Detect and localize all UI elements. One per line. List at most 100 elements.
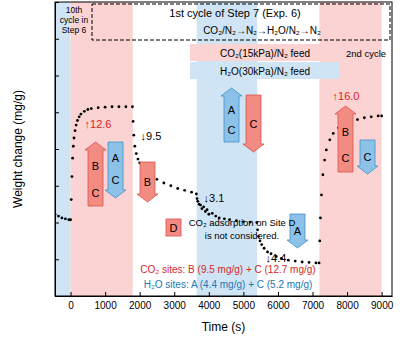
y-tick [55, 39, 59, 40]
header-sequence: CO₂/N₂→N₂→H₂O/N₂→N₂ [203, 25, 321, 36]
x-tick: 5000 [233, 292, 256, 311]
data-point [162, 182, 165, 185]
data-point [328, 138, 331, 141]
x-tick-label: 3000 [164, 300, 187, 311]
data-point [301, 261, 304, 264]
x-tick: 6000 [267, 292, 290, 311]
data-point [183, 189, 186, 192]
data-point [70, 198, 73, 201]
site-arrow [105, 142, 126, 198]
data-point [64, 217, 67, 220]
y-tick [55, 76, 59, 77]
y-tick [55, 149, 59, 150]
data-point [90, 107, 93, 110]
data-point [111, 105, 114, 108]
site-arrow [243, 95, 264, 152]
x-tick-label: 2000 [129, 300, 152, 311]
x-tick-mark [243, 292, 244, 296]
data-point [370, 115, 373, 118]
x-axis: 0100020003000400050006000700080009000 [56, 292, 394, 311]
data-point [260, 243, 263, 246]
x-tick-mark [71, 292, 72, 296]
data-point [320, 194, 323, 197]
data-point [263, 247, 266, 250]
y-tick [55, 296, 59, 297]
data-point [83, 110, 86, 113]
co2-sites-note: CO₂ sites: B (9.5 mg/g) + C (12.7 mg/g) [140, 264, 315, 275]
site-letter: C [228, 124, 236, 136]
site-letter: B [92, 160, 99, 172]
site-arrow [85, 142, 106, 206]
data-point [318, 262, 321, 265]
x-tick: 4000 [198, 292, 221, 311]
header-box [92, 4, 390, 40]
data-point [211, 212, 214, 215]
legend-label: H₂O(30kPa)/N₂ feed [220, 66, 310, 77]
data-point [133, 145, 136, 148]
x-tick-mark [174, 292, 175, 296]
data-point [294, 260, 297, 263]
feed-band [55, 2, 71, 296]
y-tick-mark [55, 39, 59, 40]
data-point [356, 118, 359, 121]
data-point [69, 218, 72, 221]
x-tick-mark [313, 292, 314, 296]
data-point [332, 132, 335, 135]
site-d-letter: D [170, 222, 178, 234]
y-tick [55, 223, 59, 224]
data-point [78, 115, 81, 118]
annotation: ↓3.1 [204, 192, 225, 204]
data-point [86, 108, 89, 111]
data-point [73, 137, 76, 140]
y-tick-mark [55, 296, 59, 297]
y-tick-mark [55, 149, 59, 150]
data-point [75, 124, 78, 127]
data-point [287, 259, 290, 262]
data-point [57, 215, 60, 218]
y-tick-mark [55, 112, 59, 113]
site-letter: C [112, 174, 120, 186]
x-axis-line [56, 296, 393, 297]
data-point [71, 157, 74, 160]
x-tick: 0 [68, 292, 74, 311]
data-point [156, 178, 159, 181]
site-d-note: CO₂ adsorption on Site D [189, 217, 296, 228]
x-tick: 3000 [164, 292, 187, 311]
data-point [190, 191, 193, 194]
x-axis-title: Time (s) [202, 320, 246, 334]
data-point [325, 149, 328, 152]
data-point [104, 106, 107, 109]
series [55, 105, 383, 264]
previous-cycle-label: Step 6 [62, 25, 87, 35]
next-cycle-label: 2nd cycle [346, 48, 386, 59]
site-arrow [137, 162, 158, 202]
data-point [135, 152, 138, 155]
annotation: ↓9.5 [141, 130, 162, 142]
data-point [72, 145, 75, 148]
x-tick-mark [382, 292, 383, 296]
data-point [80, 113, 83, 116]
data-point [199, 204, 202, 207]
annotation: ↑16.0 [333, 90, 360, 102]
x-tick: 7000 [302, 292, 325, 311]
y-tick-mark [55, 76, 59, 77]
data-point [363, 116, 366, 119]
data-point [380, 115, 383, 118]
data-point [131, 105, 134, 108]
site-arrow [221, 88, 242, 142]
plot-frame [55, 2, 392, 296]
y-tick [55, 259, 59, 260]
data-point [118, 105, 121, 108]
chart: 0100020003000400050006000700080009000Tim… [0, 0, 400, 339]
data-point [202, 205, 205, 208]
data-point [319, 217, 322, 220]
site-letter: C [364, 151, 372, 163]
data-point [74, 129, 77, 132]
data-point [132, 120, 135, 123]
header-title: 1st cycle of Step 7 (Exp. 6) [169, 7, 300, 19]
legend-swatch [190, 44, 340, 61]
annotation: ↓4.4 [266, 252, 287, 264]
y-axis-title: Weight change (mg/g) [11, 90, 25, 208]
site-d-box [166, 219, 181, 236]
h2o-sites-note: H₂O sites: A (4.4 mg/g) + C (5.2 mg/g) [144, 279, 313, 290]
